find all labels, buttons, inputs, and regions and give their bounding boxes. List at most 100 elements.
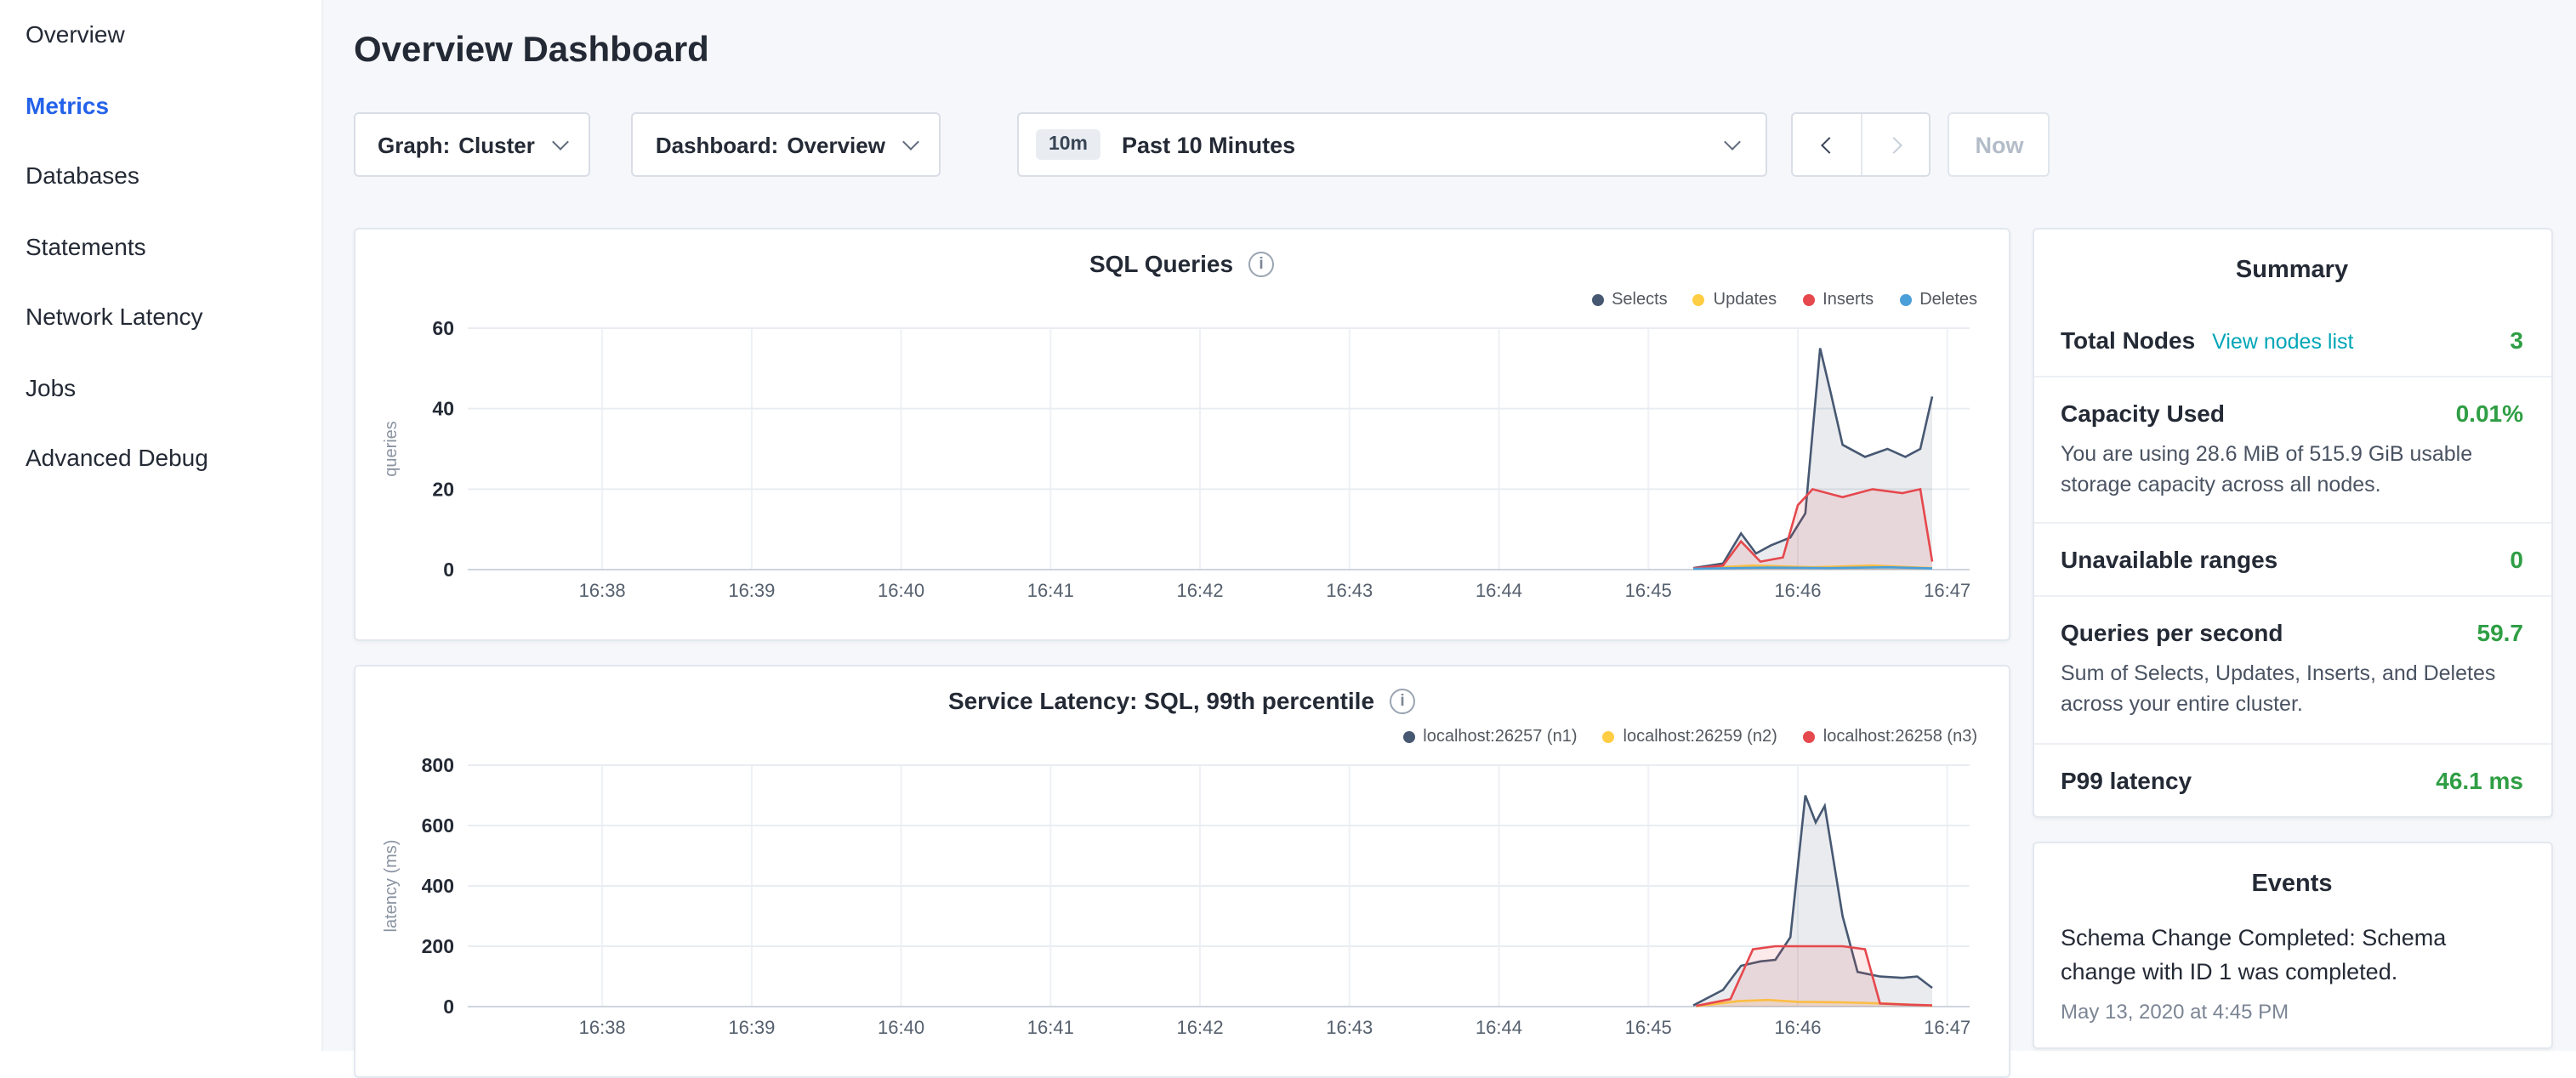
chevron-down-icon <box>553 133 570 150</box>
y-axis-label: latency (ms) <box>382 840 401 933</box>
x-tick-label: 16:43 <box>1326 1017 1373 1038</box>
legend-item: localhost:26259 (n2) <box>1603 728 1777 746</box>
y-tick-label: 60 <box>432 318 454 339</box>
dashboard-select-dropdown[interactable]: Dashboard: Overview <box>632 112 941 177</box>
chart-plot-area: 16:3816:3916:4016:4116:4216:4316:4416:45… <box>379 755 1984 1047</box>
y-tick-label: 20 <box>432 478 454 500</box>
legend-label: localhost:26259 (n2) <box>1624 728 1777 746</box>
legend-label: Selects <box>1612 291 1668 309</box>
legend-label: localhost:26258 (n3) <box>1823 728 1977 746</box>
sidebar-item-databases[interactable]: Databases <box>0 141 321 212</box>
legend-dot <box>1693 294 1705 306</box>
sidebar-item-jobs[interactable]: Jobs <box>0 353 321 423</box>
legend-label: Deletes <box>1919 291 1977 309</box>
summary-description: Sum of Selects, Updates, Inserts, and De… <box>2061 659 2523 721</box>
y-tick-label: 800 <box>422 755 454 776</box>
summary-panel: Summary Total Nodes View nodes list 3 Ca… <box>2032 228 2552 817</box>
legend-dot <box>1802 294 1814 306</box>
app-root: Overview Metrics Databases Statements Ne… <box>0 0 2576 1051</box>
chevron-right-icon <box>1885 136 1902 153</box>
graph-scope-dropdown[interactable]: Graph: Cluster <box>354 112 591 177</box>
summary-row-queries-per-second: Queries per second 59.7 Sum of Selects, … <box>2033 596 2550 743</box>
summary-value: 3 <box>2510 326 2523 354</box>
legend-label: localhost:26257 (n1) <box>1423 728 1577 746</box>
event-timestamp: May 13, 2020 at 4:45 PM <box>2061 1001 2523 1024</box>
summary-label: P99 latency <box>2061 766 2192 793</box>
summary-panel-title: Summary <box>2033 230 2550 304</box>
chart-title: Service Latency: SQL, 99th percentile <box>948 687 1374 714</box>
x-tick-label: 16:44 <box>1476 1017 1522 1038</box>
x-tick-label: 16:42 <box>1177 580 1224 601</box>
chart-card-service-latency: Service Latency: SQL, 99th percentile i … <box>354 665 2010 1078</box>
dashboard-select-label: Dashboard: <box>656 132 778 157</box>
y-tick-label: 600 <box>422 814 454 837</box>
time-range-badge: 10m <box>1037 129 1100 160</box>
summary-value: 0.01% <box>2456 400 2523 427</box>
graph-scope-label: Graph: <box>378 132 450 157</box>
info-icon[interactable]: i <box>1248 251 1274 276</box>
chart-card-sql-queries: SQL Queries i Selects Updates Inserts Delet… <box>354 228 2010 641</box>
legend-item: Updates <box>1693 291 1777 309</box>
sidebar: Overview Metrics Databases Statements Ne… <box>0 0 323 1051</box>
chart-legend: localhost:26257 (n1) localhost:26259 (n2)… <box>379 724 1977 750</box>
summary-row-capacity-used: Capacity Used 0.01% You are using 28.6 M… <box>2033 376 2550 523</box>
event-list-item[interactable]: Schema Change Completed: Schema change w… <box>2033 917 2550 1048</box>
sidebar-item-metrics[interactable]: Metrics <box>0 71 321 141</box>
legend-item: localhost:26257 (n1) <box>1402 728 1577 746</box>
chart-title: SQL Queries <box>1089 250 1233 277</box>
x-tick-label: 16:47 <box>1924 1017 1970 1038</box>
events-panel-title: Events <box>2033 843 2550 917</box>
x-tick-label: 16:45 <box>1625 580 1672 601</box>
time-range-selector[interactable]: 10m Past 10 Minutes <box>1018 112 1768 177</box>
x-tick-label: 16:40 <box>878 580 924 601</box>
x-tick-label: 16:40 <box>878 1017 924 1038</box>
dashboard-select-value: Overview <box>787 132 885 157</box>
y-axis-label: queries <box>382 421 401 477</box>
chevron-down-icon <box>903 133 920 150</box>
chevron-down-icon <box>1725 133 1742 150</box>
legend-item: Deletes <box>1899 291 1977 309</box>
x-tick-label: 16:39 <box>728 1017 775 1038</box>
now-button[interactable]: Now <box>1948 112 2050 177</box>
x-tick-label: 16:38 <box>579 1017 626 1038</box>
main-content: Overview Dashboard Graph: Cluster Dashbo… <box>323 0 2576 1051</box>
dashboard-controls: Graph: Cluster Dashboard: Overview 10m P… <box>354 112 2552 177</box>
next-time-window-button[interactable] <box>1862 114 1930 175</box>
content-columns: SQL Queries i Selects Updates Inserts Delet… <box>354 228 2552 1078</box>
sidebar-item-statements[interactable]: Statements <box>0 212 321 282</box>
summary-value: 0 <box>2510 547 2523 574</box>
graph-scope-value: Cluster <box>458 132 535 157</box>
info-icon[interactable]: i <box>1390 688 1415 713</box>
y-tick-label: 0 <box>443 559 454 581</box>
x-tick-label: 16:42 <box>1177 1017 1224 1038</box>
summary-row-total-nodes: Total Nodes View nodes list 3 <box>2033 304 2550 376</box>
time-window-pager <box>1792 112 1931 177</box>
y-tick-label: 0 <box>443 996 454 1018</box>
y-tick-label: 40 <box>432 398 454 420</box>
legend-label: Inserts <box>1823 291 1874 309</box>
x-tick-label: 16:46 <box>1774 580 1821 601</box>
x-tick-label: 16:47 <box>1924 580 1970 601</box>
legend-dot <box>1591 294 1603 306</box>
summary-label: Unavailable ranges <box>2061 547 2277 574</box>
legend-dot <box>1899 294 1911 306</box>
sidebar-item-overview[interactable]: Overview <box>0 0 321 71</box>
legend-dot <box>1803 731 1815 743</box>
x-tick-label: 16:39 <box>728 580 775 601</box>
summary-value: 59.7 <box>2477 620 2524 647</box>
sidebar-item-advanced-debug[interactable]: Advanced Debug <box>0 423 321 494</box>
prev-time-window-button[interactable] <box>1794 114 1862 175</box>
summary-row-unavailable-ranges: Unavailable ranges 0 <box>2033 523 2550 596</box>
events-panel: Events Schema Change Completed: Schema c… <box>2032 841 2552 1050</box>
y-tick-label: 400 <box>422 875 454 897</box>
legend-item: Inserts <box>1802 291 1874 309</box>
y-tick-label: 200 <box>422 935 454 957</box>
x-tick-label: 16:38 <box>579 580 626 601</box>
view-nodes-list-link[interactable]: View nodes list <box>2212 330 2353 354</box>
summary-label: Total Nodes <box>2061 326 2195 354</box>
summary-description: You are using 28.6 MiB of 515.9 GiB usab… <box>2061 439 2523 501</box>
chart-plot-area: 16:3816:3916:4016:4116:4216:4316:4416:45… <box>379 318 1984 610</box>
right-column: Summary Total Nodes View nodes list 3 Ca… <box>2032 228 2552 1050</box>
x-tick-label: 16:43 <box>1326 580 1373 601</box>
sidebar-item-network-latency[interactable]: Network Latency <box>0 282 321 353</box>
